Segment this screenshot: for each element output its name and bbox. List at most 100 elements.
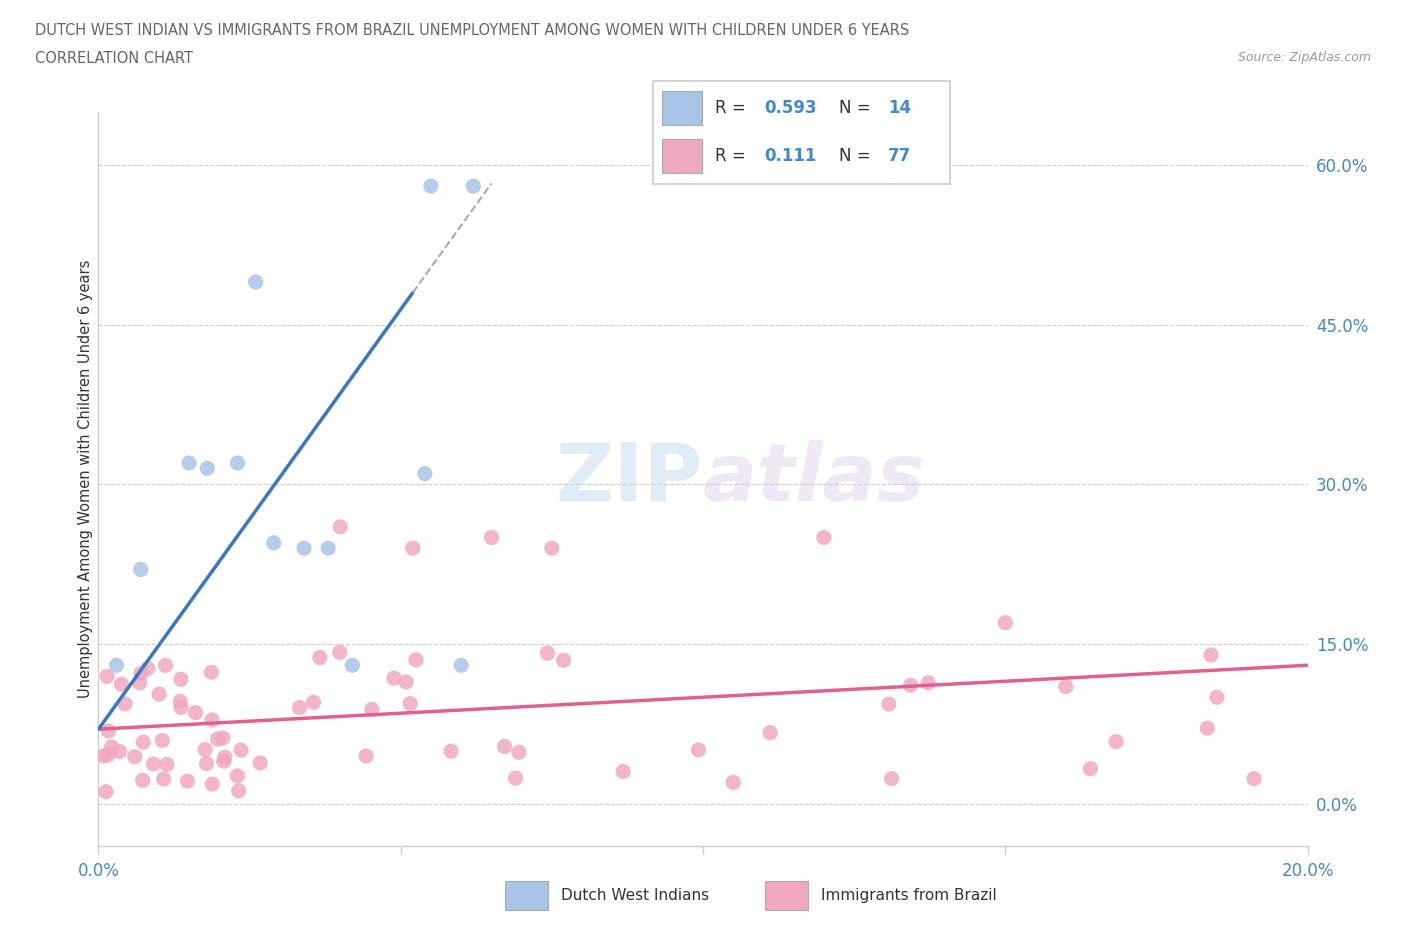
Point [505,771,527,786]
Point [382,671,405,685]
Point [195,461,218,476]
Bar [662,139,703,173]
Point [399,696,422,711]
Point [917,675,939,690]
Point [880,771,903,786]
Point [450,658,472,672]
Point [150,733,173,748]
Point [155,658,177,673]
Point [494,739,516,754]
Point [1199,647,1222,662]
Point [201,712,224,727]
Point [1054,679,1077,694]
Text: 0.593: 0.593 [765,99,817,117]
Text: N =: N = [838,99,876,117]
Point [97,748,120,763]
Point [152,772,174,787]
Text: Source: ZipAtlas.com: Source: ZipAtlas.com [1237,51,1371,64]
Point [194,742,217,757]
Point [131,773,153,788]
Point [440,744,463,759]
Point [688,742,710,757]
Point [612,764,634,778]
Point [354,749,377,764]
Text: 0.0%: 0.0% [77,862,120,881]
Point [413,466,436,481]
Point [1197,721,1219,736]
Point [93,749,115,764]
Point [207,732,229,747]
Point [132,735,155,750]
Text: Immigrants from Brazil: Immigrants from Brazil [821,888,997,903]
Point [214,750,236,764]
Point [994,616,1017,631]
Text: 20.0%: 20.0% [1281,862,1334,881]
Bar [765,882,808,910]
Point [176,774,198,789]
Point [200,665,222,680]
Point [329,645,352,660]
Point [148,686,170,701]
Point [179,456,201,471]
Point [169,694,191,709]
Text: DUTCH WEST INDIAN VS IMMIGRANTS FROM BRAZIL UNEMPLOYMENT AMONG WOMEN WITH CHILDR: DUTCH WEST INDIAN VS IMMIGRANTS FROM BRA… [35,23,910,38]
Text: ZIP: ZIP [555,440,703,518]
Point [395,674,418,689]
Point [245,274,267,289]
Point [110,677,132,692]
Text: CORRELATION CHART: CORRELATION CHART [35,51,193,66]
Text: Dutch West Indians: Dutch West Indians [561,888,709,903]
Point [156,757,179,772]
Point [263,536,285,551]
Point [100,739,122,754]
Point [108,744,131,759]
Point [316,540,339,555]
Text: R =: R = [714,147,751,165]
Point [308,650,330,665]
Text: R =: R = [714,99,751,117]
Text: 0.111: 0.111 [765,147,817,165]
Point [302,695,325,710]
Point [142,757,165,772]
Point [288,700,311,715]
Point [1206,690,1229,705]
Y-axis label: Unemployment Among Women with Children Under 6 years: Unemployment Among Women with Children U… [77,259,93,698]
Point [536,645,558,660]
Point [94,784,117,799]
Point [1243,771,1265,786]
Point [184,705,207,720]
Point [402,540,425,555]
Point [877,697,900,711]
Point [201,777,224,791]
Point [1105,734,1128,749]
Point [128,675,150,690]
Point [329,520,352,535]
Text: N =: N = [838,147,876,165]
Point [226,768,249,783]
Point [759,725,782,740]
Point [129,666,152,681]
Point [463,179,485,193]
Point [105,658,128,672]
Point [405,653,427,668]
Point [481,530,503,545]
Point [420,179,443,193]
Point [553,653,575,668]
FancyBboxPatch shape [652,81,950,184]
Point [136,661,159,676]
Point [226,456,249,471]
Point [170,671,193,686]
Text: 14: 14 [889,99,911,117]
Point [249,755,271,770]
Point [292,540,315,555]
Point [114,697,136,711]
Bar [662,91,703,125]
Point [211,731,233,746]
Point [96,669,118,684]
Point [170,700,193,715]
Point [508,745,530,760]
Point [195,756,218,771]
Point [97,724,120,738]
Point [360,702,382,717]
Point [540,540,562,555]
